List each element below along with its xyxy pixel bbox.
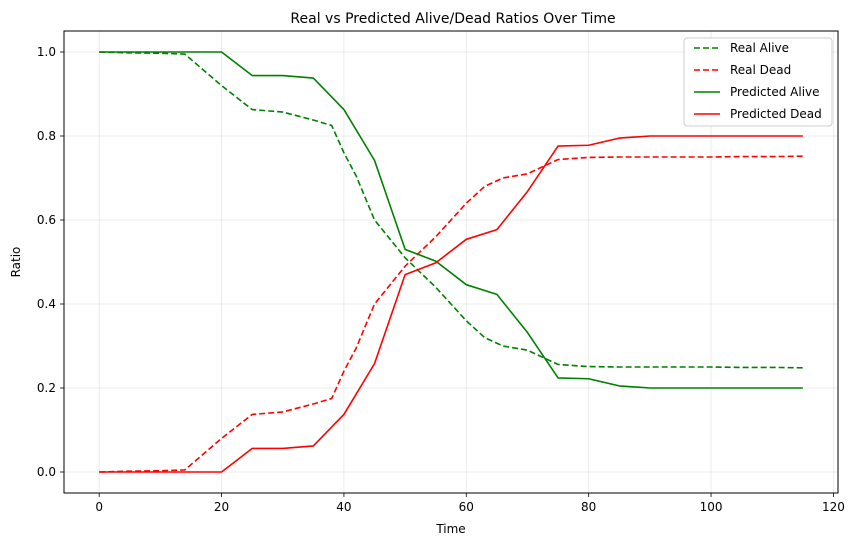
chart-title: Real vs Predicted Alive/Dead Ratios Over… xyxy=(290,11,615,27)
x-tick-label: 120 xyxy=(822,500,845,514)
series-line-real-dead xyxy=(99,155,803,473)
y-tick-label: 1.0 xyxy=(37,45,56,59)
legend-items: Real Alive Real Dead Predicted Alive Predic… xyxy=(694,41,822,121)
legend-label-predicted-dead: Predicted Dead xyxy=(730,107,822,121)
y-tick-label: 0.8 xyxy=(37,129,56,143)
series-line-predicted-dead xyxy=(99,135,803,473)
y-tick-label: 0.6 xyxy=(37,213,56,227)
x-tick-label: 60 xyxy=(459,500,474,514)
y-tick-label: 0.2 xyxy=(37,381,56,395)
y-tick-label: 0.4 xyxy=(37,297,56,311)
legend-label-real-alive: Real Alive xyxy=(730,41,789,55)
series-layer xyxy=(99,51,803,473)
legend-label-real-dead: Real Dead xyxy=(730,63,791,77)
y-tick-label: 0.0 xyxy=(37,465,56,479)
x-tick-label: 80 xyxy=(581,500,596,514)
x-tick-label: 20 xyxy=(214,500,229,514)
series-line-real-alive xyxy=(99,51,803,369)
legend-label-predicted-alive: Predicted Alive xyxy=(730,85,820,99)
x-tick-label: 100 xyxy=(700,500,723,514)
legend-box xyxy=(683,37,833,127)
x-tick-label: 40 xyxy=(336,500,351,514)
series-line-predicted-alive xyxy=(99,51,803,389)
x-axis-label: Time xyxy=(435,522,465,536)
legend: Real Alive Real Dead Predicted Alive Predic… xyxy=(683,37,833,127)
x-axis-ticks: 0 20 40 60 80 100 120 xyxy=(95,493,845,514)
y-axis-label: Ratio xyxy=(9,247,23,278)
plot-frame xyxy=(63,30,839,494)
x-tick-label: 0 xyxy=(95,500,103,514)
y-axis-ticks: 0.0 0.2 0.4 0.6 0.8 1.0 xyxy=(37,45,64,479)
